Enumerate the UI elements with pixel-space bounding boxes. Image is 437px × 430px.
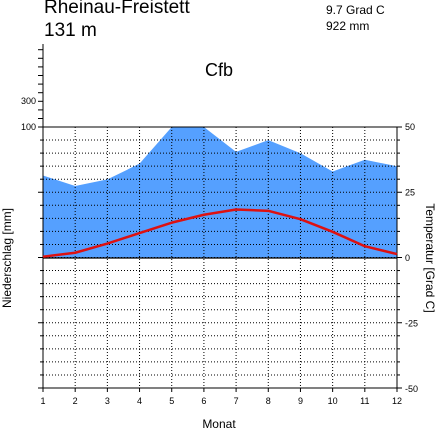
station-elevation: 131 m xyxy=(44,20,97,41)
temperature-line xyxy=(42,208,398,258)
annual-precipitation: 922 mm xyxy=(326,19,370,33)
left-axis-title: Niederschlag [mm] xyxy=(0,208,14,308)
right-axis-title: Temperatur [Grad C] xyxy=(423,203,437,312)
x-tick-label: 3 xyxy=(105,396,110,406)
left-tick-label: 300 xyxy=(21,96,36,106)
right-tick-label: -50 xyxy=(405,384,418,394)
x-tick-label: 5 xyxy=(169,396,174,406)
right-tick-label: 50 xyxy=(405,122,415,132)
climate-class: Cfb xyxy=(205,60,234,80)
x-tick-label: 7 xyxy=(234,396,239,406)
x-tick-label: 12 xyxy=(392,396,402,406)
mean-temperature: 9.7 Grad C xyxy=(326,3,385,17)
right-tick-label: 25 xyxy=(405,188,415,198)
grid-layer xyxy=(43,127,397,388)
x-tick-label: 2 xyxy=(73,396,78,406)
x-tick-label: 11 xyxy=(360,396,369,406)
x-tick-label: 9 xyxy=(298,396,303,406)
x-axis-title: Monat xyxy=(202,417,236,430)
x-tick-label: 6 xyxy=(201,396,206,406)
x-tick-label: 10 xyxy=(328,396,338,406)
x-tick-label: 8 xyxy=(266,396,271,406)
axes-layer xyxy=(38,44,402,392)
temperature-line-layer xyxy=(42,208,398,258)
x-tick-label: 4 xyxy=(137,396,142,406)
station-name: Rheinau-Freistett xyxy=(44,0,190,18)
right-tick-label: -25 xyxy=(405,319,418,329)
right-tick-label: 0 xyxy=(405,253,410,263)
x-tick-label: 1 xyxy=(40,396,45,406)
left-tick-label: 100 xyxy=(21,122,36,132)
